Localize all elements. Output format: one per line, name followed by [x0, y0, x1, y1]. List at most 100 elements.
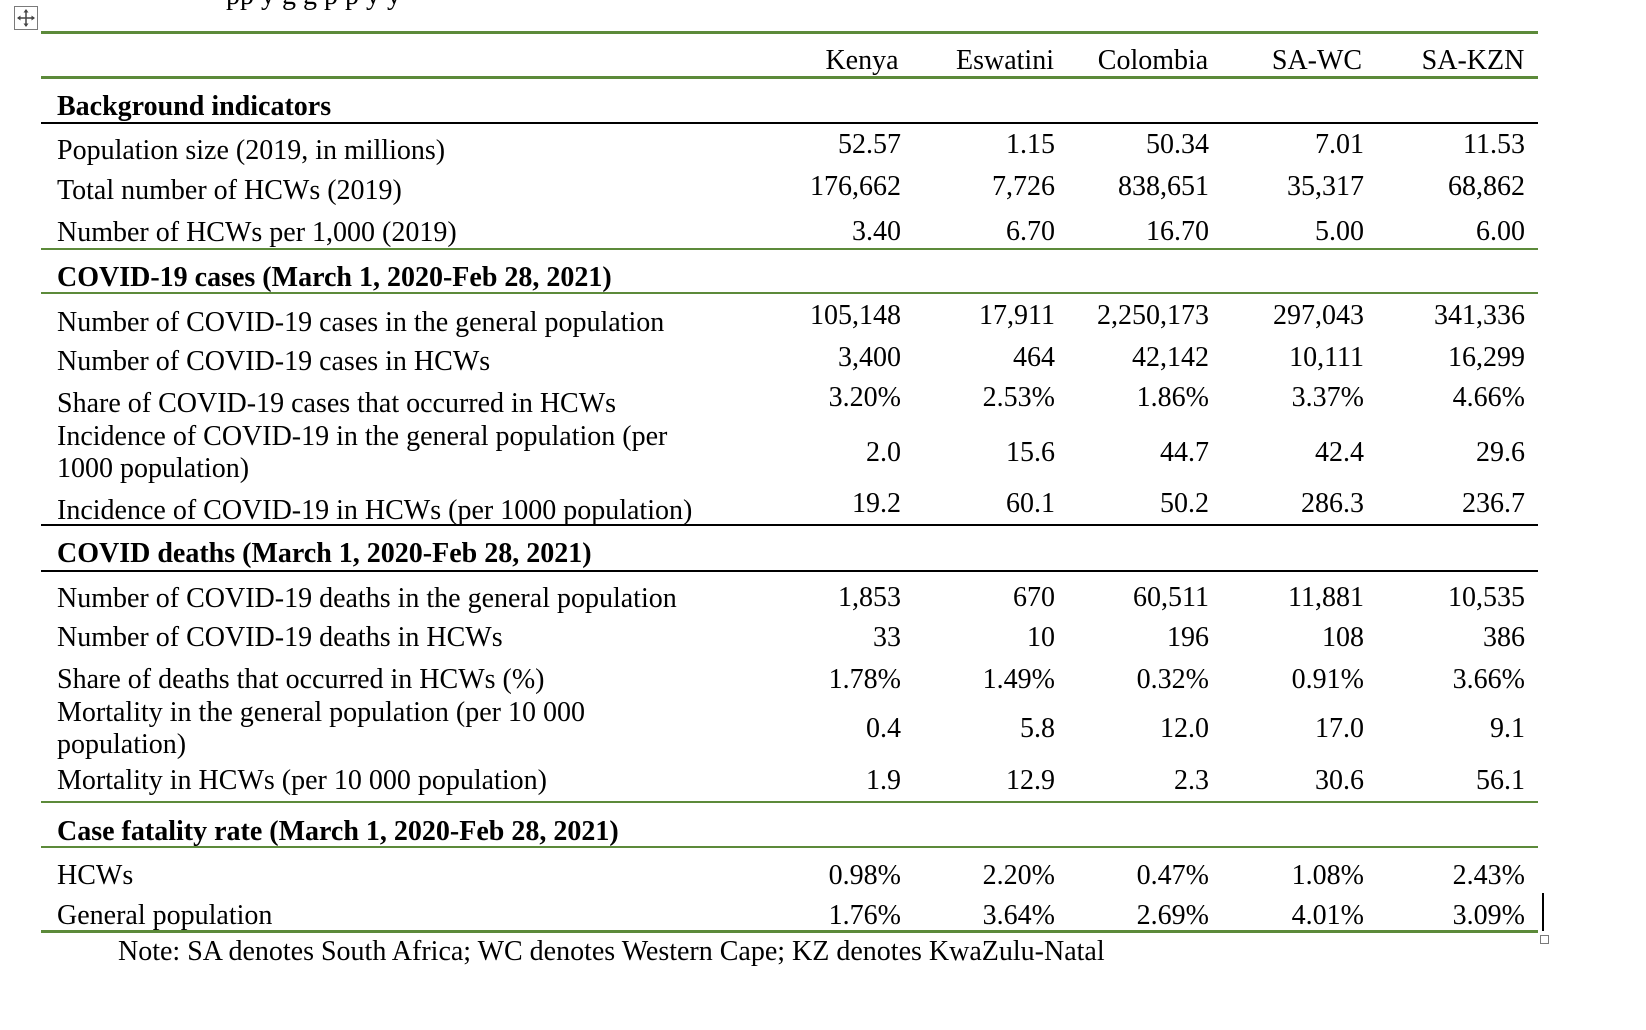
cell-eswatini: 2.20% [982, 860, 1055, 891]
cell-eswatini: 5.8 [1020, 713, 1055, 744]
cell-eswatini: 60.1 [1006, 488, 1055, 519]
row-label: Total number of HCWs (2019) [57, 175, 402, 206]
column-header-sa-wc: SA-WC [1271, 45, 1363, 76]
cell-kenya: 33 [873, 622, 901, 653]
cell-eswatini: 15.6 [1006, 437, 1055, 468]
cell-sa-kzn: 16,299 [1448, 342, 1525, 373]
cell-eswatini: 17,911 [979, 300, 1055, 331]
cell-sa-wc: 10,111 [1289, 342, 1364, 373]
cell-sa-wc: 7.01 [1315, 129, 1364, 160]
row-label-line1: Incidence of COVID-19 in the general pop… [57, 421, 668, 452]
cell-sa-wc: 42.4 [1315, 437, 1364, 468]
section-rule [41, 801, 1538, 803]
cell-colombia: 60,511 [1133, 582, 1209, 613]
cell-sa-kzn: 9.1 [1490, 713, 1525, 744]
row-label: Share of COVID-19 cases that occurred in… [57, 388, 617, 419]
cell-sa-kzn: 341,336 [1434, 300, 1525, 331]
row-label: Population size (2019, in millions) [57, 135, 446, 166]
cell-sa-wc: 297,043 [1273, 300, 1364, 331]
cell-colombia: 50.34 [1146, 129, 1209, 160]
cell-sa-kzn: 3.66% [1452, 664, 1525, 695]
cell-eswatini: 2.53% [982, 382, 1055, 413]
section-title-deaths: COVID deaths (March 1, 2020-Feb 28, 2021… [57, 538, 592, 569]
table-move-handle[interactable] [14, 6, 38, 30]
cell-eswatini: 3.64% [982, 900, 1055, 931]
section-rule [41, 524, 1538, 526]
column-header-eswatini: Eswatini [956, 45, 1054, 76]
cell-eswatini: 1.15 [1006, 129, 1055, 160]
section-title-cfr: Case fatality rate (March 1, 2020-Feb 28… [57, 816, 619, 847]
row-label-line2: 1000 population) [57, 453, 250, 484]
column-header-colombia: Colombia [1097, 45, 1209, 76]
cell-colombia: 0.47% [1136, 860, 1209, 891]
cell-sa-wc: 5.00 [1315, 216, 1364, 247]
section-rule [41, 122, 1538, 124]
cell-eswatini: 1.49% [982, 664, 1055, 695]
row-label: Number of COVID-19 deaths in HCWs [57, 622, 503, 653]
section-rule [41, 248, 1538, 250]
cell-kenya: 0.98% [828, 860, 901, 891]
section-rule [41, 570, 1538, 572]
cell-eswatini: 12.9 [1006, 765, 1055, 796]
section-title-cases: COVID-19 cases (March 1, 2020-Feb 28, 20… [57, 262, 612, 293]
row-label: General population [57, 900, 273, 931]
section-title-background: Background indicators [57, 91, 332, 122]
cell-kenya: 105,148 [810, 300, 901, 331]
cell-kenya: 52.57 [838, 129, 901, 160]
cell-eswatini: 6.70 [1006, 216, 1055, 247]
column-header-kenya: Kenya [825, 45, 899, 76]
cell-sa-wc: 35,317 [1287, 171, 1364, 202]
cell-kenya: 1,853 [838, 582, 901, 613]
column-header-sa-kzn: SA-KZN [1421, 45, 1525, 76]
cell-colombia: 2,250,173 [1097, 300, 1209, 331]
header-bottom-rule [41, 76, 1538, 79]
row-label: Number of HCWs per 1,000 (2019) [57, 217, 457, 248]
row-label-line1: Mortality in the general population (per… [57, 697, 585, 728]
row-label: Number of COVID-19 cases in HCWs [57, 346, 491, 377]
row-label-line2: population) [57, 729, 187, 760]
cell-kenya: 0.4 [866, 713, 901, 744]
table-top-rule [41, 31, 1538, 34]
cell-colombia: 50.2 [1160, 488, 1209, 519]
cell-sa-wc: 1.08% [1291, 860, 1364, 891]
text-cursor [1542, 893, 1544, 931]
cell-sa-wc: 30.6 [1315, 765, 1364, 796]
row-label: Number of COVID-19 deaths in the general… [57, 583, 677, 614]
cut-off-preceding-text: pp y g g p p y y [226, 0, 401, 12]
cell-sa-kzn: 236.7 [1462, 488, 1525, 519]
cell-sa-wc: 11,881 [1288, 582, 1364, 613]
cell-kenya: 3.20% [828, 382, 901, 413]
cell-colombia: 2.3 [1174, 765, 1209, 796]
cell-sa-wc: 286.3 [1301, 488, 1364, 519]
cell-colombia: 12.0 [1160, 713, 1209, 744]
row-label: HCWs [57, 860, 134, 891]
cell-kenya: 1.76% [828, 900, 901, 931]
cell-colombia: 16.70 [1146, 216, 1209, 247]
cell-colombia: 42,142 [1132, 342, 1209, 373]
cell-kenya: 3.40 [852, 216, 901, 247]
table-bottom-rule [41, 930, 1538, 933]
cell-eswatini: 464 [1013, 342, 1055, 373]
cell-sa-wc: 17.0 [1315, 713, 1364, 744]
cell-sa-wc: 3.37% [1291, 382, 1364, 413]
cell-sa-kzn: 68,862 [1448, 171, 1525, 202]
row-label: Share of deaths that occurred in HCWs (%… [57, 664, 545, 695]
section-rule [41, 292, 1538, 294]
cell-kenya: 2.0 [866, 437, 901, 468]
cell-kenya: 1.9 [866, 765, 901, 796]
cell-kenya: 3,400 [838, 342, 901, 373]
move-arrows-icon [17, 9, 35, 27]
cell-sa-kzn: 10,535 [1448, 582, 1525, 613]
resize-square-icon[interactable] [1540, 935, 1549, 944]
row-label: Mortality in HCWs (per 10 000 population… [57, 765, 547, 796]
cell-colombia: 2.69% [1136, 900, 1209, 931]
cell-sa-kzn: 4.66% [1452, 382, 1525, 413]
cell-colombia: 44.7 [1160, 437, 1209, 468]
cell-sa-kzn: 56.1 [1476, 765, 1525, 796]
cell-kenya: 176,662 [810, 171, 901, 202]
cell-sa-kzn: 29.6 [1476, 437, 1525, 468]
cell-colombia: 196 [1167, 622, 1209, 653]
cell-kenya: 19.2 [852, 488, 901, 519]
cell-sa-kzn: 11.53 [1463, 129, 1525, 160]
cell-colombia: 0.32% [1136, 664, 1209, 695]
